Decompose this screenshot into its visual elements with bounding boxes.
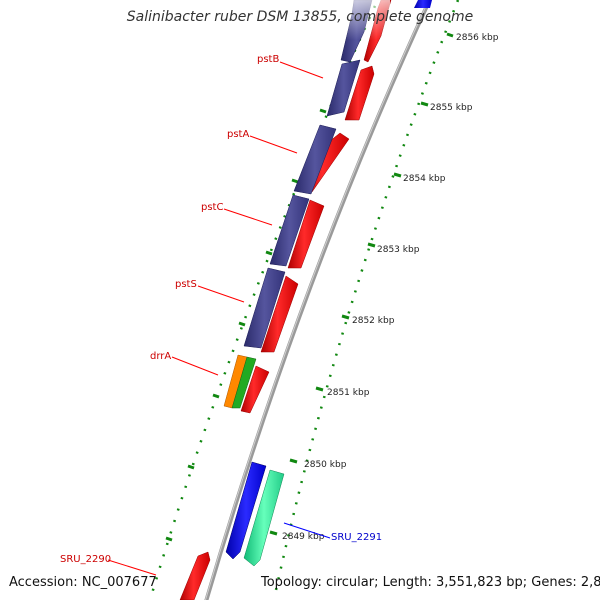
genome-backbone-highlight	[204, 0, 430, 600]
drrA-genes	[223, 354, 257, 409]
gene-red-pstB[interactable]	[344, 65, 375, 121]
gene-purple-pstB[interactable]	[326, 59, 361, 117]
scale-label-2855: 2855 kbp	[430, 103, 473, 113]
gene-purple-pstC[interactable]	[269, 194, 310, 267]
scale-label-2854: 2854 kbp	[403, 174, 446, 184]
label-leaders	[107, 61, 324, 576]
gene-label-drrA[interactable]: drrA	[150, 351, 171, 362]
gene-label-pstC[interactable]: pstC	[201, 202, 223, 213]
scale-label-2852: 2852 kbp	[352, 316, 395, 326]
gene-purple-pstS[interactable]	[243, 267, 286, 349]
gene-label-pstA[interactable]: pstA	[227, 129, 249, 140]
gene-red-drrA[interactable]	[240, 365, 270, 414]
gene-label-pstS[interactable]: pstS	[175, 279, 197, 290]
gene-label-pstB[interactable]: pstB	[257, 54, 279, 65]
gene-teal-SRU_2291[interactable]	[243, 469, 285, 567]
map-title: Salinibacter ruber DSM 13855, complete g…	[126, 9, 474, 25]
gene-blue-SRU_2291[interactable]	[225, 461, 267, 560]
scale-label-2851: 2851 kbp	[327, 388, 370, 398]
gene-green-drrA[interactable]	[231, 356, 257, 409]
scale-label-2850: 2850 kbp	[304, 460, 347, 470]
gene-red-SRU_2290[interactable]	[179, 551, 211, 600]
accession-label: Accession: NC_007677	[9, 575, 157, 590]
scale-ticks	[269, 32, 454, 536]
genome-summary: Topology: circular; Length: 3,551,823 bp…	[261, 575, 600, 590]
scale-label-2853: 2853 kbp	[377, 245, 420, 255]
scale-dots-outer	[274, 0, 460, 591]
fade-overlay	[330, 0, 390, 40]
gene-label-SRU_2290[interactable]: SRU_2290	[60, 554, 111, 565]
genome-backbone	[204, 0, 432, 600]
gene-red-pstC[interactable]	[287, 199, 325, 269]
gene-red-pstS[interactable]	[260, 275, 299, 353]
gene-purple-pstA[interactable]	[293, 124, 337, 195]
gene-blue-top[interactable]	[414, 0, 432, 8]
scale-label-2849: 2849 kbp	[282, 532, 325, 542]
scale-label-2856: 2856 kbp	[456, 33, 499, 43]
label-leader-SRU_2291	[283, 522, 331, 539]
red-strand-genes	[179, 0, 392, 600]
gene-label-SRU_2291[interactable]: SRU_2291	[331, 532, 382, 543]
